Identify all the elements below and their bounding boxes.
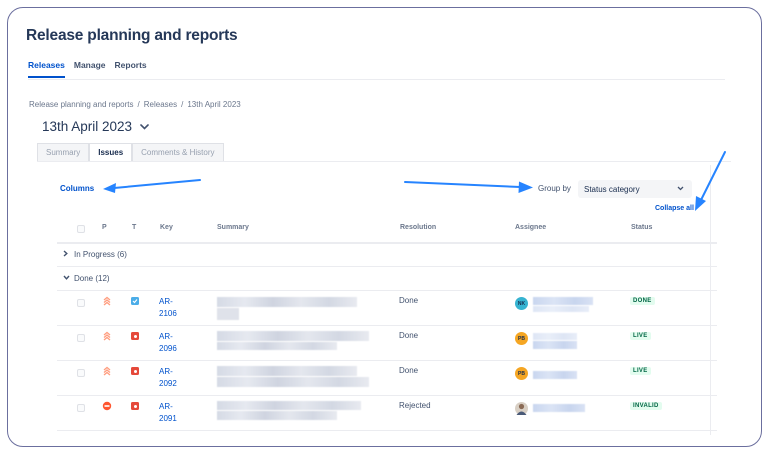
resolution-value: Done bbox=[399, 331, 419, 340]
status-badge: LIVE bbox=[630, 367, 651, 375]
avatar: PB bbox=[515, 367, 528, 380]
tab-releases[interactable]: Releases bbox=[28, 60, 65, 78]
column-header-key[interactable]: Key bbox=[160, 224, 173, 231]
summary-redacted[interactable] bbox=[217, 398, 369, 426]
group-label: Done (12) bbox=[74, 274, 110, 283]
chevron-down-icon bbox=[140, 122, 149, 132]
table-row[interactable]: AR- 2096 Done PB LIVE bbox=[57, 326, 717, 361]
group-by-label: Group by bbox=[538, 184, 571, 193]
group-done[interactable]: Done (12) bbox=[57, 267, 717, 291]
status-badge: INVALID bbox=[630, 402, 662, 410]
row-checkbox[interactable] bbox=[77, 299, 85, 307]
issue-key-link[interactable]: AR- 2106 bbox=[159, 297, 177, 318]
tabs-divider bbox=[28, 79, 725, 80]
issues-panel bbox=[37, 161, 731, 451]
assignee-name-redacted bbox=[533, 365, 599, 383]
assignee-name-redacted bbox=[533, 330, 599, 349]
assignee-name-redacted bbox=[533, 295, 599, 313]
avatar-photo bbox=[515, 402, 528, 415]
table-row[interactable]: AR- 2091 Rejected INVALID bbox=[57, 396, 717, 431]
column-header-resolution[interactable]: Resolution bbox=[400, 224, 437, 231]
release-sub-tabs: Summary Issues Comments & History bbox=[37, 143, 224, 162]
breadcrumb-item-root[interactable]: Release planning and reports bbox=[29, 100, 134, 109]
breadcrumb-separator: / bbox=[181, 100, 184, 109]
status-badge: LIVE bbox=[630, 332, 651, 340]
assignee-name-redacted bbox=[533, 400, 599, 418]
avatar: NK bbox=[515, 297, 528, 310]
issue-key-link[interactable]: AR- 2092 bbox=[159, 367, 177, 388]
bug-type-icon bbox=[131, 332, 139, 340]
resolution-value: Done bbox=[399, 296, 419, 305]
issue-key-link[interactable]: AR- 2091 bbox=[159, 402, 177, 423]
priority-blocker-icon bbox=[102, 401, 112, 411]
top-tabs: Releases Manage Reports bbox=[28, 60, 147, 78]
summary-redacted[interactable] bbox=[217, 293, 369, 321]
tab-issues[interactable]: Issues bbox=[89, 143, 133, 162]
tab-reports[interactable]: Reports bbox=[114, 60, 147, 70]
row-checkbox[interactable] bbox=[77, 369, 85, 377]
group-label: In Progress (6) bbox=[74, 250, 127, 259]
release-version-selector[interactable]: 13th April 2023 bbox=[42, 119, 149, 134]
chevron-down-icon bbox=[677, 186, 684, 193]
summary-redacted[interactable] bbox=[217, 363, 369, 391]
bug-type-icon bbox=[131, 367, 139, 375]
bug-type-icon bbox=[131, 402, 139, 410]
tab-summary[interactable]: Summary bbox=[37, 143, 90, 162]
group-by-select[interactable]: Status category bbox=[578, 180, 692, 198]
columns-button[interactable]: Columns bbox=[60, 184, 95, 193]
page-title: Release planning and reports bbox=[26, 27, 238, 44]
resolution-value: Done bbox=[399, 366, 419, 375]
row-checkbox[interactable] bbox=[77, 334, 85, 342]
tab-manage[interactable]: Manage bbox=[73, 60, 106, 70]
priority-highest-icon bbox=[103, 331, 111, 341]
column-header-type[interactable]: T bbox=[132, 224, 137, 231]
resolution-value: Rejected bbox=[399, 401, 431, 410]
task-type-icon bbox=[131, 297, 139, 305]
tab-comments-history[interactable]: Comments & History bbox=[132, 143, 224, 162]
table-header: P T Key Summary Resolution Assignee Stat… bbox=[57, 220, 717, 240]
column-header-assignee[interactable]: Assignee bbox=[515, 224, 547, 231]
issue-key-link[interactable]: AR- 2096 bbox=[159, 332, 177, 353]
breadcrumb-item-releases[interactable]: Releases bbox=[143, 100, 178, 109]
panel-border bbox=[710, 165, 711, 435]
column-header-priority[interactable]: P bbox=[102, 224, 107, 231]
table-row[interactable]: AR- 2092 Done PB LIVE bbox=[57, 361, 717, 396]
release-title: 13th April 2023 bbox=[42, 119, 133, 134]
table-row[interactable]: AR- 2106 Done NK DONE bbox=[57, 291, 717, 326]
priority-highest-icon bbox=[103, 296, 111, 306]
avatar: PB bbox=[515, 332, 528, 345]
chevron-right-icon bbox=[63, 250, 69, 259]
summary-redacted[interactable] bbox=[217, 328, 369, 356]
row-checkbox[interactable] bbox=[77, 404, 85, 412]
group-by-value: Status category bbox=[584, 184, 640, 194]
status-badge: DONE bbox=[630, 297, 655, 305]
breadcrumb: Release planning and reports / Releases … bbox=[29, 100, 241, 109]
breadcrumb-item-current: 13th April 2023 bbox=[187, 100, 241, 109]
collapse-all-button[interactable]: Collapse all bbox=[655, 205, 694, 212]
chevron-down-icon bbox=[63, 275, 70, 282]
group-in-progress[interactable]: In Progress (6) bbox=[57, 243, 717, 267]
table-header-divider bbox=[57, 242, 717, 244]
column-header-summary[interactable]: Summary bbox=[217, 224, 249, 231]
priority-highest-icon bbox=[103, 366, 111, 376]
breadcrumb-separator: / bbox=[137, 100, 140, 109]
column-header-status[interactable]: Status bbox=[631, 224, 653, 231]
select-all-checkbox[interactable] bbox=[77, 225, 85, 233]
